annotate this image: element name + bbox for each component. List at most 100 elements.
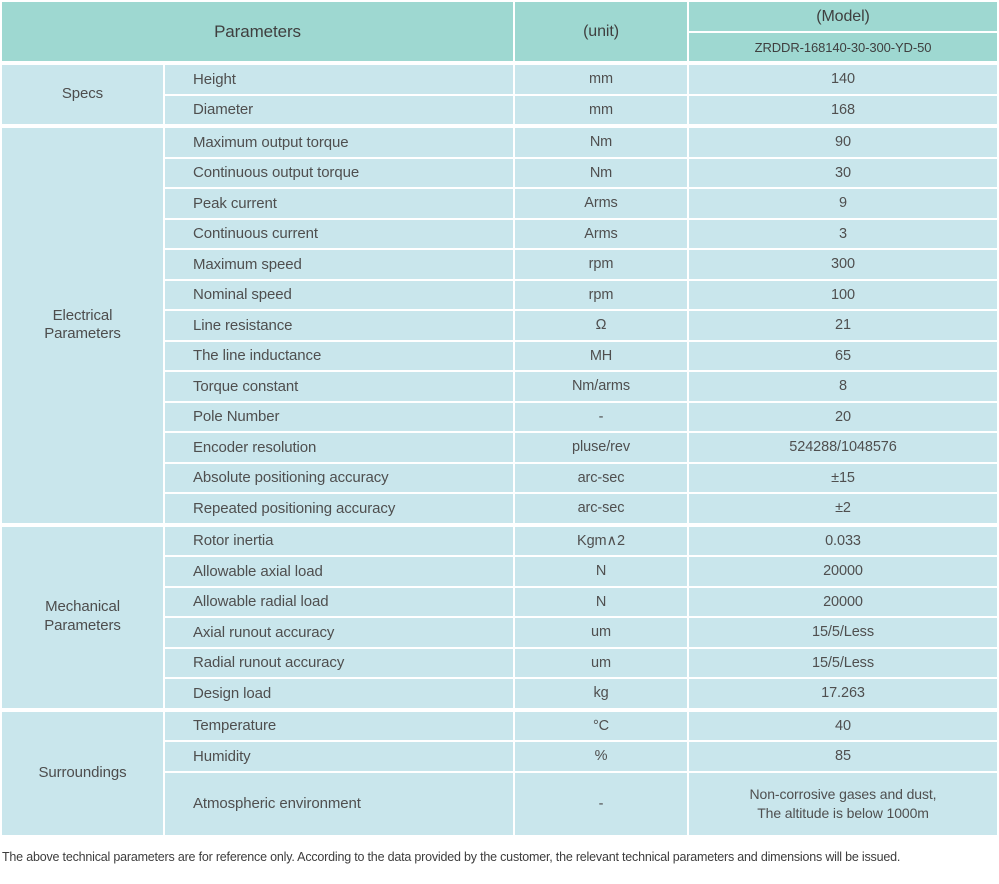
unit-cell: N xyxy=(515,587,687,616)
unit-cell: pluse/rev xyxy=(515,433,687,462)
unit-cell: mm xyxy=(515,95,687,124)
value-cell: 3 xyxy=(689,219,997,248)
value-cell: 140 xyxy=(689,63,997,94)
value-cell: ±15 xyxy=(689,463,997,492)
table-row: Pole Number - 20 xyxy=(2,402,997,431)
unit-cell: Ω xyxy=(515,311,687,340)
unit-cell: Nm xyxy=(515,158,687,187)
value-cell: 100 xyxy=(689,280,997,309)
value-cell: 524288/1048576 xyxy=(689,433,997,462)
unit-cell: - xyxy=(515,772,687,835)
table-row: Surroundings Temperature °C 40 xyxy=(2,709,997,835)
unit-cell: kg xyxy=(515,679,687,708)
table-row: The line inductance MH 65 xyxy=(2,341,997,370)
value-cell: ±2 xyxy=(689,494,997,523)
param-cell: Rotor inertia xyxy=(165,524,513,555)
unit-cell: Kgm∧2 xyxy=(515,524,687,555)
param-cell: Continuous current xyxy=(165,219,513,248)
param-cell: Torque constant xyxy=(165,372,513,401)
unit-cell: N xyxy=(515,557,687,586)
table-row: Absolute positioning accuracy arc-sec ±1… xyxy=(2,463,997,492)
param-cell: Radial runout accuracy xyxy=(165,648,513,677)
value-cell: 15/5/Less xyxy=(689,648,997,677)
table-row: Diameter mm 168 xyxy=(2,95,997,124)
unit-cell: rpm xyxy=(515,280,687,309)
unit-cell: Nm xyxy=(515,126,687,157)
param-cell: Line resistance xyxy=(165,311,513,340)
value-cell: 0.033 xyxy=(689,524,997,555)
table-row: Continuous output torque Nm 30 xyxy=(2,158,997,187)
value-cell: 90 xyxy=(689,126,997,157)
value-cell: 15/5/Less xyxy=(689,618,997,647)
value-cell: 21 xyxy=(689,311,997,340)
section-label-electrical: Electrical Parameters xyxy=(2,126,163,523)
unit-cell: um xyxy=(515,618,687,647)
table-row: Continuous current Arms 3 xyxy=(2,219,997,248)
param-cell: Pole Number xyxy=(165,402,513,431)
param-cell: Nominal speed xyxy=(165,280,513,309)
param-cell: Maximum output torque xyxy=(165,126,513,157)
unit-cell: MH xyxy=(515,341,687,370)
header-parameters: Parameters xyxy=(2,2,513,61)
table-row: Mechanical Parameters Rotor inertia Kgm∧… xyxy=(2,524,997,708)
unit-cell: % xyxy=(515,742,687,771)
param-cell: Diameter xyxy=(165,95,513,124)
header-row-1: Parameters (unit) (Model) xyxy=(2,2,997,61)
unit-cell: um xyxy=(515,648,687,677)
unit-cell: - xyxy=(515,402,687,431)
value-cell: 85 xyxy=(689,742,997,771)
param-cell: Encoder resolution xyxy=(165,433,513,462)
param-cell: Maximum speed xyxy=(165,250,513,279)
table-row: Axial runout accuracy um 15/5/Less xyxy=(2,618,997,647)
table-row: Electrical Parameters Maximum output tor… xyxy=(2,126,997,523)
table-row: Repeated positioning accuracy arc-sec ±2 xyxy=(2,494,997,523)
table-row: Encoder resolution pluse/rev 524288/1048… xyxy=(2,433,997,462)
value-cell: 20 xyxy=(689,402,997,431)
unit-cell: °C xyxy=(515,709,687,740)
param-cell: Peak current xyxy=(165,189,513,218)
param-cell: Height xyxy=(165,63,513,94)
header-unit: (unit) xyxy=(515,2,687,61)
table-row: Allowable axial load N 20000 xyxy=(2,557,997,586)
section-label-surroundings: Surroundings xyxy=(2,709,163,835)
value-cell: 20000 xyxy=(689,557,997,586)
table-row: Torque constant Nm/arms 8 xyxy=(2,372,997,401)
unit-cell: mm xyxy=(515,63,687,94)
unit-cell: Arms xyxy=(515,219,687,248)
section-label-mechanical: Mechanical Parameters xyxy=(2,524,163,708)
table-row: Peak current Arms 9 xyxy=(2,189,997,218)
table-row: Specs Height mm 140 xyxy=(2,63,997,124)
table-row: Design load kg 17.263 xyxy=(2,679,997,708)
header-model-number: ZRDDR-168140-30-300-YD-50 xyxy=(689,33,997,61)
param-cell: Axial runout accuracy xyxy=(165,618,513,647)
header-row-2: ZRDDR-168140-30-300-YD-50 xyxy=(2,33,997,61)
param-cell: Atmospheric environment xyxy=(165,772,513,835)
unit-cell: Nm/arms xyxy=(515,372,687,401)
param-cell: The line inductance xyxy=(165,341,513,370)
param-cell: Allowable axial load xyxy=(165,557,513,586)
unit-cell: arc-sec xyxy=(515,463,687,492)
value-cell: 30 xyxy=(689,158,997,187)
param-cell: Temperature xyxy=(165,709,513,740)
value-cell: 65 xyxy=(689,341,997,370)
table-row: Nominal speed rpm 100 xyxy=(2,280,997,309)
unit-cell: rpm xyxy=(515,250,687,279)
value-cell: 300 xyxy=(689,250,997,279)
footnote: The above technical parameters are for r… xyxy=(2,849,901,864)
param-cell: Allowable radial load xyxy=(165,587,513,616)
table-row: Atmospheric environment - Non-corrosive … xyxy=(2,772,997,835)
spec-table: Parameters (unit) (Model) ZRDDR-168140-3… xyxy=(0,0,999,837)
value-cell: 168 xyxy=(689,95,997,124)
table-row: Humidity % 85 xyxy=(2,742,997,771)
value-cell: 8 xyxy=(689,372,997,401)
value-cell: 9 xyxy=(689,189,997,218)
header-model: (Model) xyxy=(689,2,997,31)
value-cell: 20000 xyxy=(689,587,997,616)
table-row: Allowable radial load N 20000 xyxy=(2,587,997,616)
value-cell: 17.263 xyxy=(689,679,997,708)
param-cell: Continuous output torque xyxy=(165,158,513,187)
param-cell: Absolute positioning accuracy xyxy=(165,463,513,492)
table-row: Line resistance Ω 21 xyxy=(2,311,997,340)
param-cell: Repeated positioning accuracy xyxy=(165,494,513,523)
table-row: Maximum speed rpm 300 xyxy=(2,250,997,279)
